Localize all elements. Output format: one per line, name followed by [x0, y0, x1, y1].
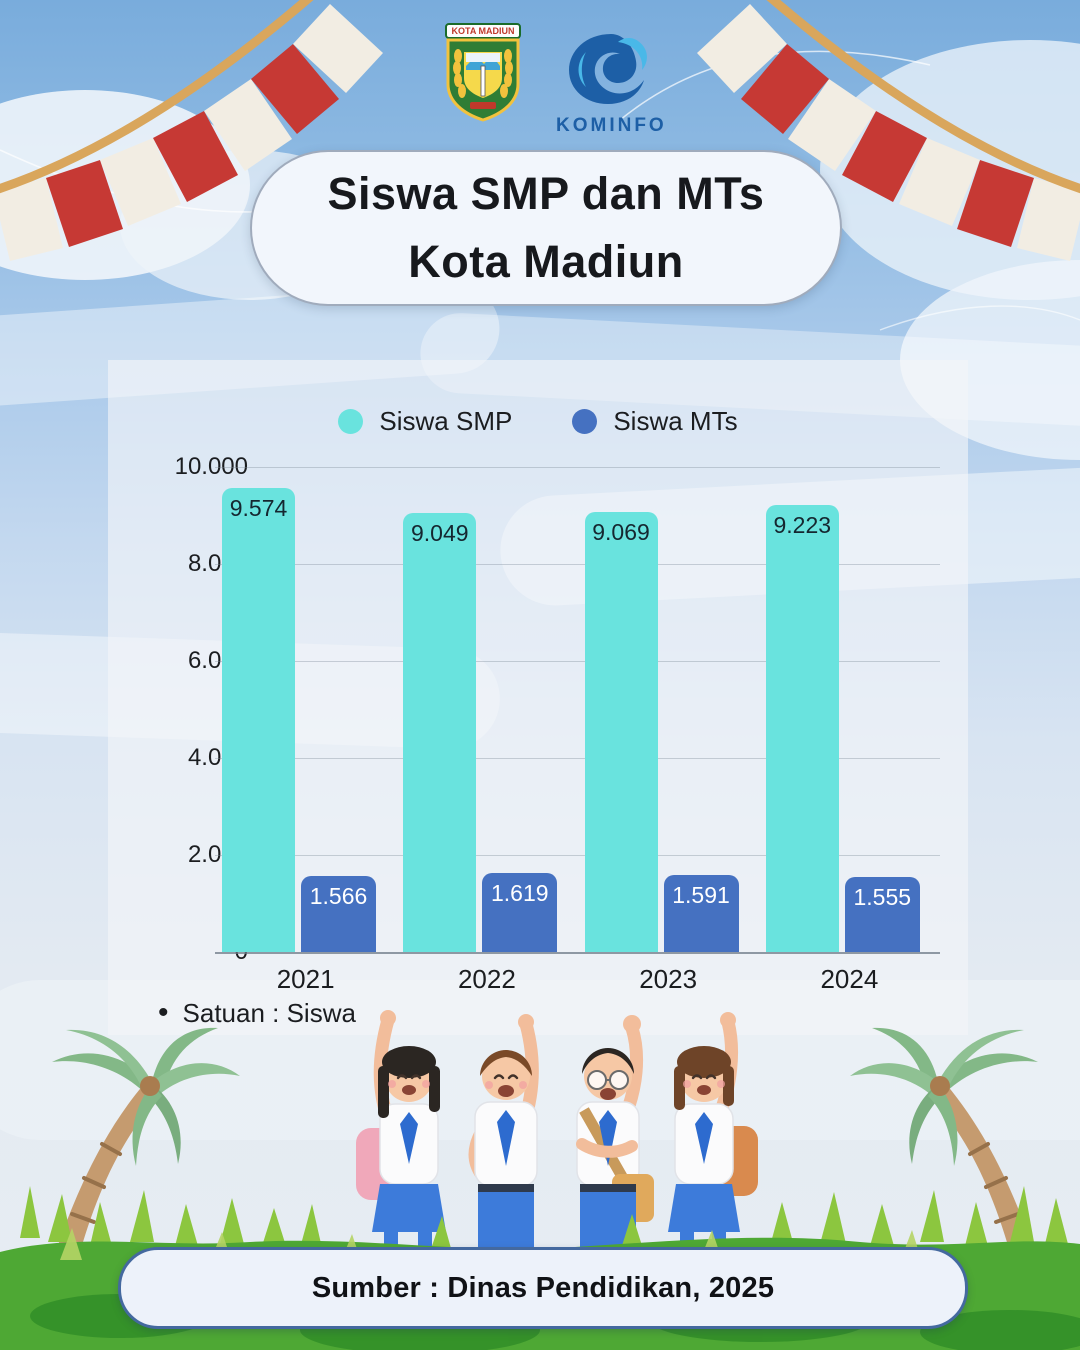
gridline-10.000 [215, 467, 940, 468]
bar-value-label: 1.619 [490, 880, 549, 907]
kota-madiun-banner-text: KOTA MADIUN [452, 26, 515, 36]
title-pill: Siswa SMP dan MTs Kota Madiun [250, 150, 842, 306]
chart-legend: Siswa SMP Siswa MTs [108, 406, 968, 437]
bar-siswa-smp-2021: 9.574 [222, 487, 295, 952]
bar-siswa-mts-2022: 1.619 [482, 873, 558, 952]
bar-value-label: 1.555 [853, 883, 912, 910]
gridline-6.000 [215, 661, 940, 662]
title-line-2: Kota Madiun [408, 236, 684, 287]
gridline-4.000 [215, 758, 940, 759]
legend-item-siswa-smp: Siswa SMP [338, 406, 512, 437]
source-text: Sumber : Dinas Pendidikan, 2025 [311, 1271, 775, 1304]
x-tick-2023: 2023 [639, 964, 698, 994]
bar-value-label: 1.591 [672, 881, 730, 908]
bunting-left [0, 0, 383, 261]
kominfo-logo: KOMINFO [556, 30, 666, 137]
y-tick-10.000: 10.000 [174, 453, 248, 480]
source-pill: Sumber : Dinas Pendidikan, 2025 [118, 1247, 968, 1329]
bar-siswa-mts-2021: 1.566 [301, 876, 376, 952]
legend-item-siswa-mts: Siswa MTs [572, 406, 738, 437]
bar-siswa-smp-2023: 9.069 [584, 512, 658, 952]
kota-madiun-logo: KOTA MADIUN [438, 22, 528, 127]
legend-label: Siswa MTs [613, 406, 738, 436]
plot-area: 9.574 1.566 2021 9.049 1.619 2022 9.069 1.591 20… [215, 467, 940, 994]
bar-value-label: 9.069 [592, 519, 650, 546]
bar-value-label: 9.574 [229, 494, 288, 521]
note-bullet: • [158, 996, 169, 1029]
legend-dot [338, 409, 364, 434]
x-tick-2021: 2021 [276, 964, 335, 994]
title-line-1: Siswa SMP dan MTs [327, 167, 765, 219]
kominfo-label: KOMINFO [556, 115, 667, 136]
legend-dot [572, 409, 598, 434]
note-text: Satuan : Siswa [182, 997, 356, 1028]
gridline-2.000 [215, 855, 940, 856]
bar-siswa-smp-2024: 9.223 [765, 504, 839, 952]
gridline-8.000 [215, 564, 940, 565]
bar-siswa-smp-2022: 9.049 [403, 513, 477, 952]
x-tick-2024: 2024 [820, 964, 879, 994]
legend-label: Siswa SMP [379, 406, 513, 436]
unit-note: • Satuan : Siswa [158, 996, 356, 1030]
bar-value-label: 9.223 [773, 511, 832, 538]
x-tick-2022: 2022 [457, 964, 516, 994]
palm-tree-left [48, 1027, 240, 1282]
bar-value-label: 1.566 [309, 883, 368, 910]
gridline-0 [215, 952, 940, 954]
bar-siswa-mts-2023: 1.591 [663, 874, 739, 952]
bar-value-label: 9.049 [410, 520, 469, 547]
bunting-right [697, 0, 1080, 261]
bar-siswa-mts-2024: 1.555 [844, 876, 920, 952]
student-girl-4 [668, 1012, 758, 1276]
